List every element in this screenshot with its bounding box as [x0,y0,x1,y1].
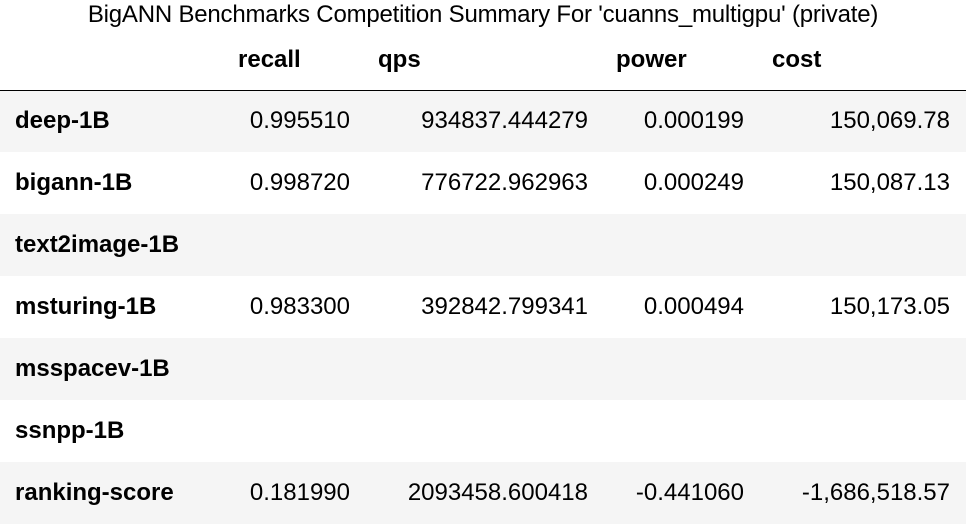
qps-cell [366,338,604,400]
power-cell [604,338,760,400]
summary-table: recall qps power cost deep-1B 0.995510 9… [0,30,966,524]
row-label: bigann-1B [15,169,133,196]
header-row: recall qps power cost [0,30,966,91]
cost-cell: 150,069.78 [829,107,950,135]
recall-cell [226,338,366,400]
power-cell [604,400,760,462]
power-cell: -0.441060 [635,479,744,506]
power-cell: 0.000249 [643,169,744,196]
row-label: msturing-1B [15,293,157,320]
column-header-recall: recall [226,30,366,91]
power-cell: 0.000494 [643,293,744,320]
recall-cell: 0.998720 [249,169,350,196]
power-cell: 0.000199 [643,107,744,135]
column-header-qps: qps [366,30,604,91]
table-row: deep-1B 0.995510 934837.444279 0.000199 … [0,90,966,152]
cost-cell [760,400,966,462]
cost-cell [760,214,966,276]
table-row: msspacev-1B [0,338,966,400]
row-label: ssnpp-1B [15,417,125,444]
row-label: ranking-score [15,479,174,506]
corner-header [0,30,226,91]
qps-cell: 392842.799341 [421,293,588,320]
cost-cell: 150,087.13 [829,169,950,196]
row-label: deep-1B [15,107,110,135]
table-row: text2image-1B [0,214,966,276]
row-label: text2image-1B [15,231,180,258]
qps-cell: 776722.962963 [421,169,588,196]
cost-cell: -1,686,518.57 [801,479,950,506]
cost-cell [760,338,966,400]
cost-cell: 150,173.05 [829,293,950,320]
table-caption: BigANN Benchmarks Competition Summary Fo… [87,1,879,28]
table-row: ranking-score 0.181990 2093458.600418 -0… [0,462,966,524]
table-row: ssnpp-1B [0,400,966,462]
qps-cell: 934837.444279 [421,107,588,135]
qps-cell [366,214,604,276]
qps-cell [366,400,604,462]
power-cell [604,214,760,276]
recall-cell [226,214,366,276]
recall-cell: 0.181990 [249,479,350,506]
column-header-cost: cost [760,30,966,91]
table-row: bigann-1B 0.998720 776722.962963 0.00024… [0,152,966,214]
recall-cell: 0.983300 [249,293,350,320]
recall-cell: 0.995510 [249,107,350,135]
column-header-power: power [604,30,760,91]
table-row: msturing-1B 0.983300 392842.799341 0.000… [0,276,966,338]
row-label: msspacev-1B [15,355,170,382]
qps-cell: 2093458.600418 [407,479,588,506]
recall-cell [226,400,366,462]
